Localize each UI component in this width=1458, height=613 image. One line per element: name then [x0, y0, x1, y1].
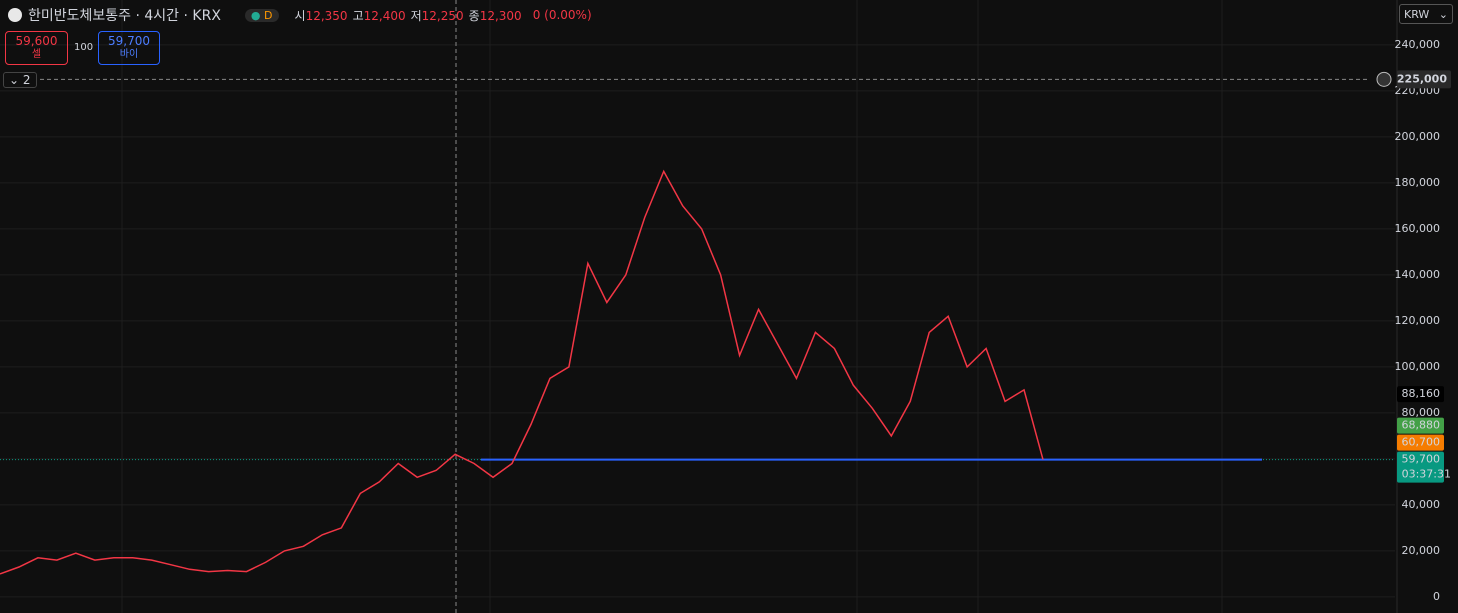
- sell-price: 59,600: [15, 34, 58, 48]
- buy-button[interactable]: 59,700 바이: [98, 31, 160, 65]
- indicators-toggle[interactable]: ⌄ 2: [3, 72, 37, 88]
- badge: D: [264, 8, 273, 22]
- price-tag-label: 68,880: [1402, 419, 1441, 432]
- logo: [8, 8, 22, 22]
- status[interactable]: ● D: [244, 8, 279, 22]
- currency-select[interactable]: KRW ⌄: [1399, 4, 1453, 24]
- ohlc: 시12,350 고12,400 저12,250 종12,300: [295, 7, 527, 24]
- quantity[interactable]: 100: [74, 42, 94, 53]
- y-tick-label: 180,000: [1395, 176, 1441, 189]
- ohlc-value: 12,250: [421, 8, 464, 23]
- y-tick-label: 20,000: [1402, 544, 1441, 557]
- sell-button[interactable]: 59,600 셀: [5, 31, 68, 65]
- sell-label: 셀: [31, 49, 42, 60]
- currency: KRW: [1404, 8, 1430, 21]
- y-tick-label: 140,000: [1395, 268, 1441, 281]
- price-tag-label: 59,700: [1402, 453, 1441, 466]
- ohlc-value: 12,300: [479, 8, 522, 23]
- y-tick-label: 80,000: [1402, 406, 1441, 419]
- buy-label: 바이: [119, 49, 139, 60]
- y-tick-label: 100,000: [1395, 360, 1441, 373]
- buy-price: 59,700: [108, 34, 150, 48]
- ohlc-value: 12,350: [305, 8, 348, 23]
- price-line-series: [0, 169, 1044, 575]
- price-tag: [1397, 451, 1444, 483]
- price-tag-label: 60,700: [1402, 436, 1441, 449]
- price-tag: [1397, 434, 1444, 451]
- indicators-count: 2: [22, 73, 31, 87]
- price-tag-label: 88,160: [1402, 387, 1441, 400]
- y-tick-label: 160,000: [1395, 222, 1441, 235]
- y-tick-label: 40,000: [1402, 498, 1441, 511]
- change: 0 (0.00%): [532, 8, 592, 22]
- ohlc-label: 종: [468, 8, 480, 23]
- y-tick-label: 120,000: [1395, 314, 1441, 327]
- y-tick-label: 240,000: [1395, 38, 1441, 51]
- price-tag: [1397, 417, 1444, 434]
- price-tag: [1397, 386, 1444, 403]
- ohlc-value: 12,400: [363, 8, 406, 23]
- add-button[interactable]: [1376, 71, 1392, 87]
- y-tick-label: 0: [1433, 590, 1440, 603]
- crosshair-label: 225,000: [1397, 72, 1447, 85]
- ohlc-label: 고: [352, 8, 364, 23]
- countdown: 03:37:31: [1402, 468, 1451, 481]
- ohlc-label: 시: [294, 8, 306, 23]
- crosshair-tag: [1397, 70, 1451, 89]
- symbol[interactable]: 한미반도체보통주 · 4시간 · KRX: [28, 8, 221, 24]
- y-tick-label: 200,000: [1395, 130, 1441, 143]
- ohlc-label: 저: [410, 8, 422, 23]
- header: 한미반도체보통주 · 4시간 · KRX ● D 시12,350 고12,400 저…: [8, 5, 592, 25]
